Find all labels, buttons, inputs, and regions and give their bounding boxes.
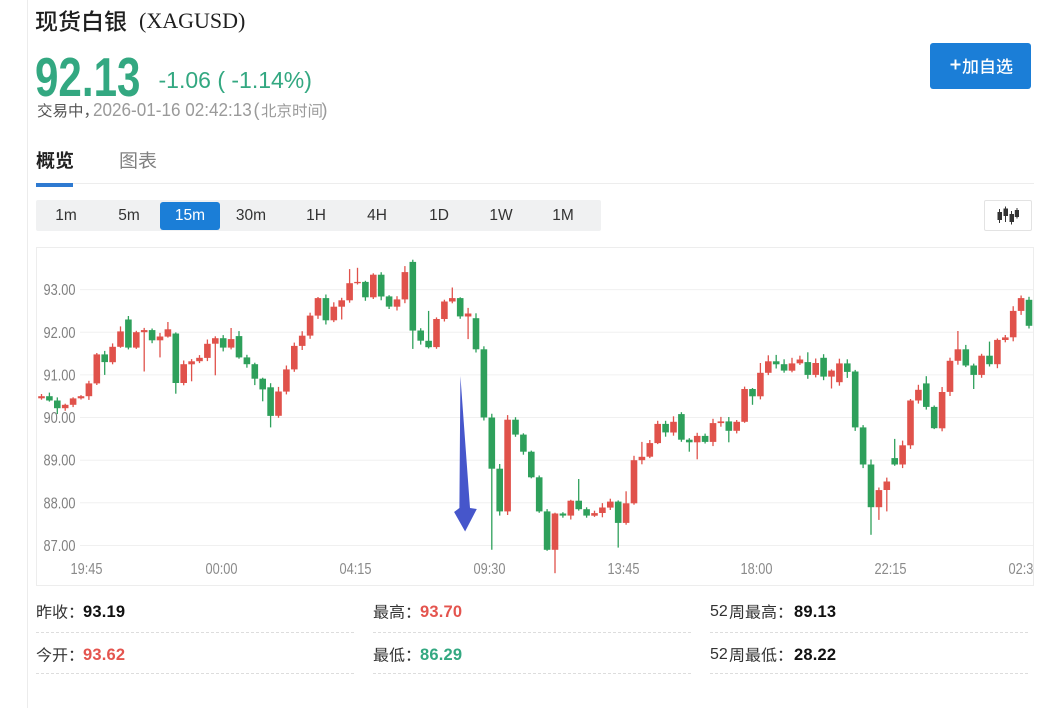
svg-text:13:45: 13:45: [608, 561, 640, 578]
svg-text:88.00: 88.00: [44, 495, 76, 512]
svg-text:19:45: 19:45: [71, 561, 103, 578]
svg-text:89.00: 89.00: [44, 453, 76, 470]
svg-text:91.00: 91.00: [44, 367, 76, 384]
svg-text:92.00: 92.00: [44, 325, 76, 342]
svg-text:87.00: 87.00: [44, 538, 76, 555]
svg-text:18:00: 18:00: [741, 561, 773, 578]
svg-text:90.00: 90.00: [44, 410, 76, 427]
svg-text:09:30: 09:30: [474, 561, 506, 578]
svg-text:93.00: 93.00: [44, 282, 76, 299]
svg-text:00:00: 00:00: [206, 561, 238, 578]
svg-text:02:30: 02:30: [1009, 561, 1035, 578]
svg-text:22:15: 22:15: [875, 561, 907, 578]
svg-text:04:15: 04:15: [340, 561, 372, 578]
